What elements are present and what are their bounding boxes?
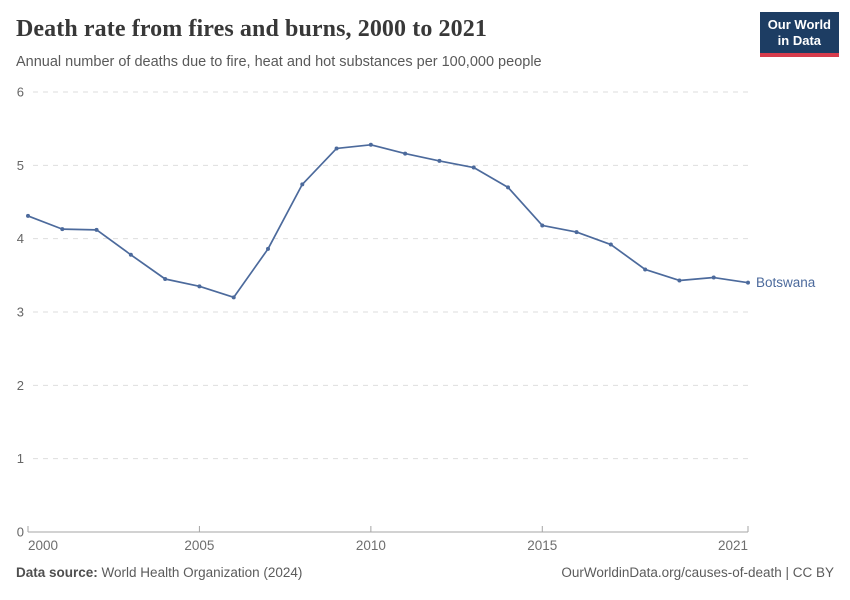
data-source: Data source: World Health Organization (… [16,565,302,580]
owid-link[interactable]: OurWorldinData.org/causes-of-death | CC … [561,565,834,580]
data-point[interactable] [506,185,510,190]
data-point[interactable] [471,165,476,170]
owid-logo-line1: Our World [767,17,831,32]
data-point[interactable] [26,213,30,218]
data-point[interactable] [403,151,408,156]
data-point[interactable] [60,227,65,232]
chart-header: Death rate from fires and burns, 2000 to… [16,15,750,72]
y-tick-label: 1 [17,451,24,466]
y-tick-label: 0 [17,525,24,540]
page-title: Death rate from fires and burns, 2000 to… [16,16,487,42]
data-point[interactable] [677,278,682,283]
series-line[interactable] [27,143,749,299]
line-chart[interactable]: 0 1 2 3 4 5 6 2000 2005 2010 2015 2021 Botswana [0,80,850,558]
x-tick-label: 2005 [184,538,214,553]
data-point[interactable] [163,277,168,281]
data-point[interactable] [746,280,750,285]
data-point[interactable] [711,275,716,280]
data-source-value: World Health Organization (2024) [101,565,303,580]
chart-footer: Data source: World Health Organization (… [16,565,834,580]
x-tick-label: 2021 [718,538,748,553]
owid-logo-line2: in Data [777,32,822,48]
x-tick-label: 2000 [28,538,58,553]
y-tick-label: 3 [17,305,24,320]
data-point[interactable] [266,246,270,251]
x-tick-label: 2010 [356,538,386,553]
x-tick-label: 2015 [527,538,557,553]
y-tick-label: 2 [17,378,24,393]
series-label[interactable]: Botswana [756,275,816,290]
data-source-label: Data source: [16,565,98,580]
data-point[interactable] [128,252,133,257]
data-point[interactable] [334,146,339,151]
data-point[interactable] [574,230,579,235]
owid-logo: Our World in Data [759,12,839,57]
y-tick-label: 6 [17,85,24,100]
data-point[interactable] [437,158,442,163]
data-point[interactable] [368,142,373,147]
data-point[interactable] [540,223,545,228]
y-tick-label: 5 [17,158,24,173]
data-point[interactable] [300,182,305,187]
data-point[interactable] [94,227,99,232]
data-point[interactable] [231,295,236,300]
page-subtitle: Annual number of deaths due to fire, hea… [16,53,542,70]
data-point[interactable] [608,242,613,247]
data-point[interactable] [643,267,648,272]
data-point[interactable] [197,284,202,289]
y-tick-label: 4 [17,231,24,246]
